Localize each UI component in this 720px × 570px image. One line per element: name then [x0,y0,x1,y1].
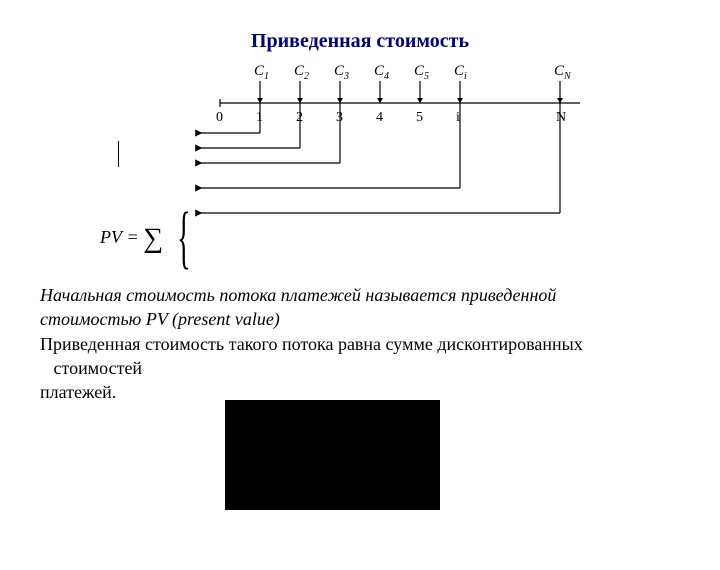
svg-text:2: 2 [304,71,309,82]
svg-text:5: 5 [416,110,423,125]
curly-bracket: { [177,198,190,278]
svg-text:3: 3 [343,71,349,82]
svg-text:4: 4 [384,71,389,82]
svg-text:N: N [556,110,566,125]
pv-formula: PV = ∑ [100,223,163,255]
cashflow-diagram: 0C11C22C33C44C55CiiCNN PV = ∑ { [0,53,720,283]
line-1a: Начальная стоимость потока платежей назы… [40,285,556,305]
svg-text:5: 5 [424,71,429,82]
line-2: Приведенная стоимость такого потока равн… [40,334,583,354]
svg-text:i: i [464,71,467,82]
svg-text:1: 1 [264,71,269,82]
body-text: Начальная стоимость потока платежей назы… [40,283,680,404]
svg-text:0: 0 [216,110,223,125]
text-cursor [118,141,119,167]
page-title: Приведенная стоимость [0,30,720,53]
svg-text:N: N [563,71,572,82]
line-3: стоимостей [54,358,143,378]
formula-black-box [225,400,440,510]
line-4: платежей. [40,382,116,402]
svg-text:4: 4 [376,110,383,125]
line-1b: стоимостью PV (present value) [40,309,280,329]
